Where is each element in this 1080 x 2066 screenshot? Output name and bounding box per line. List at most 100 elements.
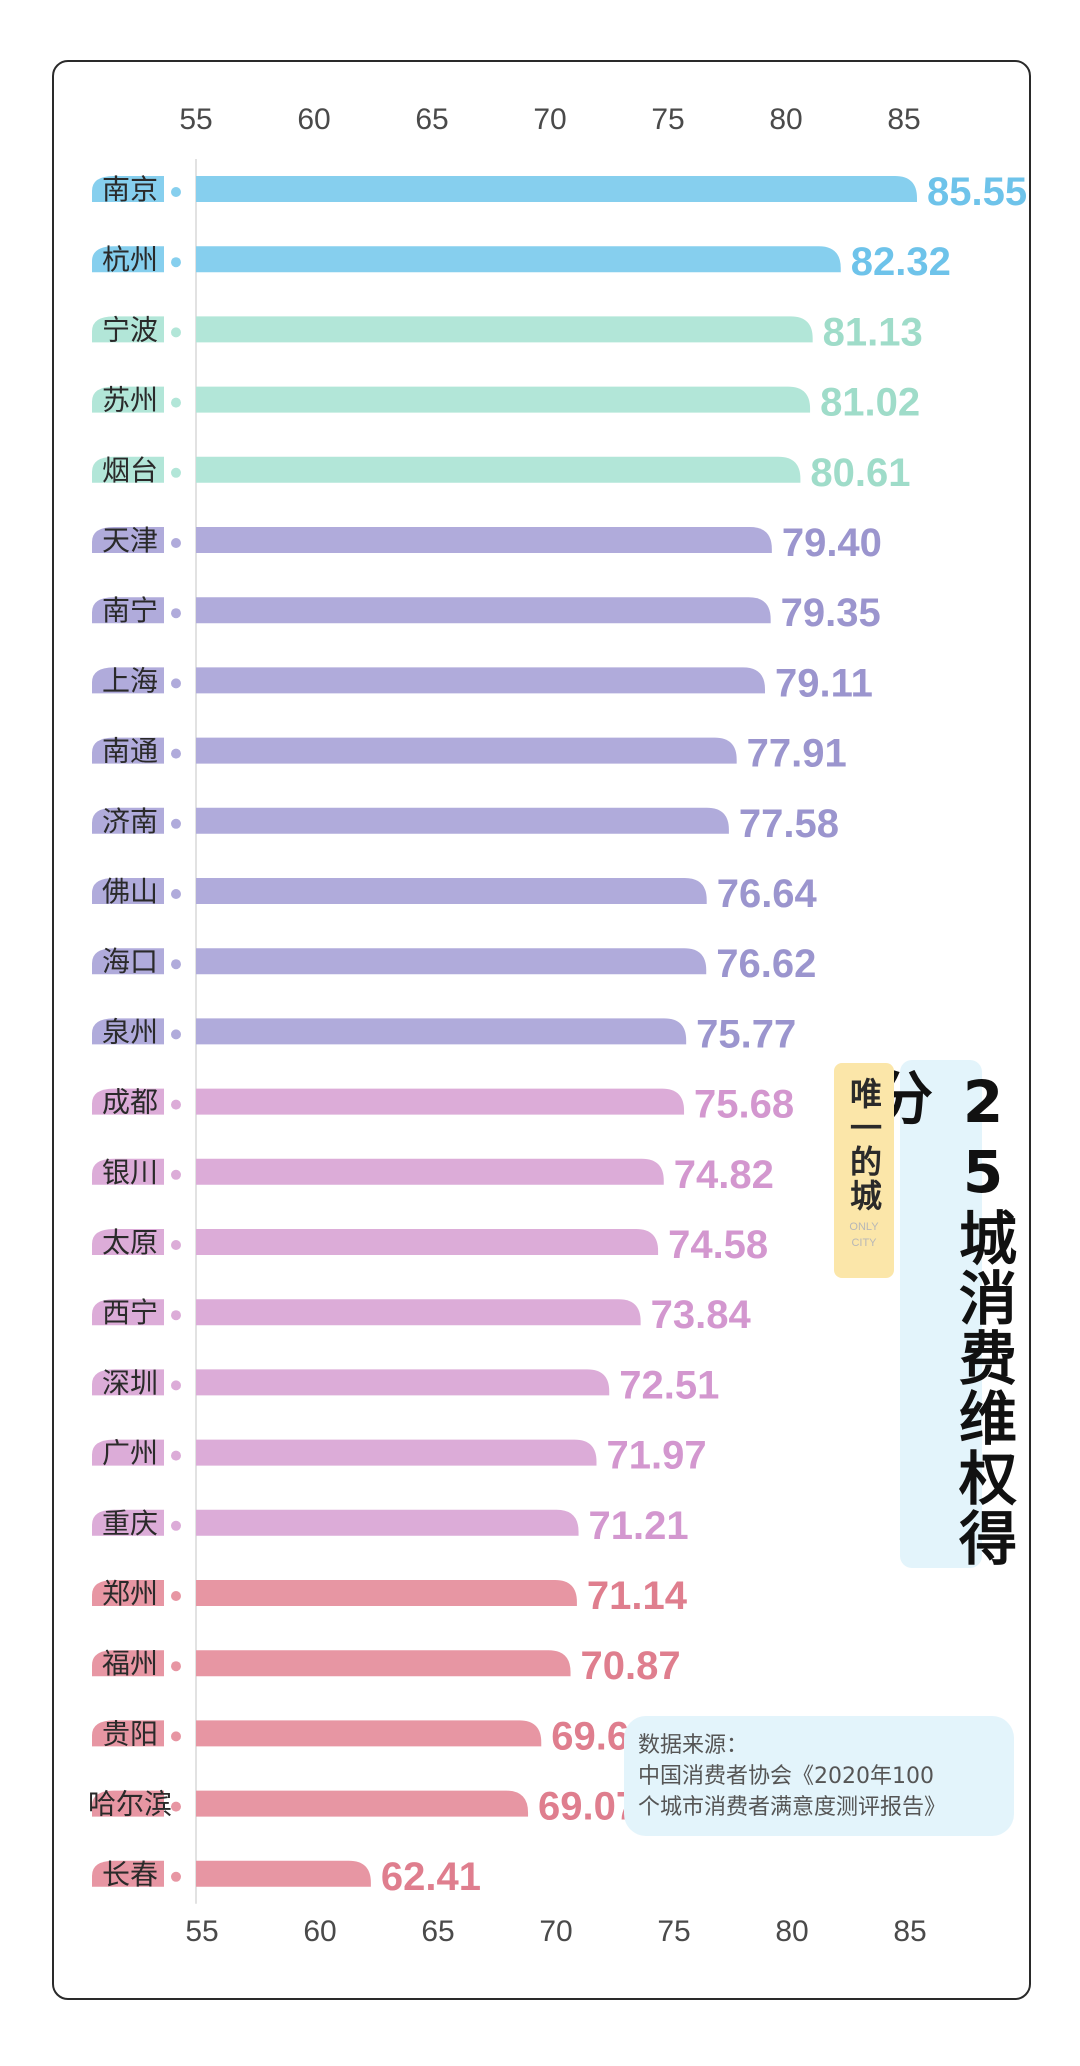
x-tick-label-top: 80 [769,103,802,136]
city-label: 银川 [102,1156,158,1189]
bar [196,1650,571,1677]
bar-value-label: 71.21 [589,1504,689,1548]
city-label-tab [92,1650,164,1677]
row-dot [171,608,181,619]
bar [196,316,813,343]
city-label-tab [92,527,164,553]
row-dot [171,187,181,197]
row-dot [171,889,181,899]
source-label: 数据来源： [638,1733,749,1758]
city-label-tab [92,1158,164,1185]
x-tick-label-bottom: 80 [775,1915,808,1948]
row-dot [171,1029,181,1040]
row-dot [171,1661,181,1672]
bar-value-label: 82.32 [851,240,951,284]
city-label-tab [92,1088,164,1115]
bar [196,597,771,624]
city-label: 上海 [102,664,158,697]
row-dot [171,1380,181,1391]
bar-value-label: 71.97 [606,1434,706,1478]
bar-value-label: 74.58 [668,1223,768,1267]
city-label: 杭州 [102,243,158,276]
row-dot [171,959,181,970]
x-tick-label-bottom: 65 [421,1915,454,1948]
bar-value-label: 77.58 [739,802,839,846]
bar-value-label: 76.64 [717,872,818,916]
bar [196,386,811,413]
row-dot [171,1731,181,1742]
row-dot [171,1099,181,1110]
row-dot [171,538,181,548]
city-label: 海口 [102,945,158,978]
city-label: 烟台 [102,454,158,487]
bar-value-label: 81.13 [823,310,923,354]
bar [196,527,772,553]
row-dot [171,257,181,268]
bar [196,1790,529,1817]
bar [196,1158,664,1185]
city-label-tab [92,246,164,273]
source-note: 数据来源： 中国消费者协会《2020年100 个城市消费者满意度测评报告》 [624,1716,1014,1836]
x-tick-label-bottom: 70 [539,1915,572,1948]
x-tick-label-top: 85 [887,103,920,136]
bar [196,878,707,904]
city-label-tab [92,1439,164,1466]
city-label: 佛山 [102,875,158,908]
city-label: 苏州 [102,384,158,417]
city-label-tab [92,1229,164,1255]
x-tick-label-top: 70 [533,103,566,136]
row-dot [171,397,181,408]
bar-value-label: 79.35 [781,591,881,635]
city-label: 西宁 [102,1296,158,1329]
brand-badge: 唯一的城 ONLY CITY [834,1063,894,1278]
row-dot [171,1591,181,1601]
city-label-tab [92,1369,164,1396]
city-label-tab [92,597,164,624]
bar [196,1229,659,1255]
city-label: 成都 [102,1086,158,1119]
bar-value-label: 81.02 [820,381,920,425]
city-label-tab [92,386,164,413]
x-tick-label-top: 75 [651,103,684,136]
city-label: 南京 [102,173,158,206]
bar-value-label: 74.82 [674,1153,774,1197]
city-label-tab [92,1299,164,1326]
x-tick-label-top: 60 [297,103,330,136]
city-label: 南通 [102,735,158,768]
city-label: 郑州 [102,1577,158,1610]
bar [196,1088,685,1115]
bar-value-label: 85.55 [927,170,1027,214]
x-tick-label-bottom: 75 [657,1915,690,1948]
city-label-tab [92,1580,164,1606]
row-dot [171,748,181,759]
city-label: 长春 [102,1858,158,1891]
city-label-tab [92,667,164,694]
bar [196,1439,597,1466]
city-label: 天津 [102,524,158,557]
bar-value-label: 77.91 [747,732,847,776]
bar [196,737,737,764]
row-dot [171,1169,181,1180]
x-tick-label-top: 55 [179,103,212,136]
city-label-tab [92,737,164,764]
city-label-tab [92,456,164,483]
row-dot [171,467,181,478]
city-label: 广州 [102,1437,158,1470]
x-tick-label-bottom: 85 [893,1915,926,1948]
x-tick-label-top: 65 [415,103,448,136]
bar [196,1509,579,1536]
bar-value-label: 79.11 [775,661,873,705]
city-label-tab [92,1860,164,1887]
bar-value-label: 80.61 [810,451,910,495]
brand-sub: ONLY CITY [849,1221,879,1249]
city-label-tab [92,176,164,202]
bar [196,1018,687,1045]
bar-value-label: 70.87 [581,1644,681,1688]
bar [196,948,707,975]
city-label-tab [92,807,164,834]
city-label: 贵阳 [102,1717,158,1750]
row-dot [171,1240,181,1250]
city-label: 济南 [102,805,158,838]
row-dot [171,1450,181,1461]
